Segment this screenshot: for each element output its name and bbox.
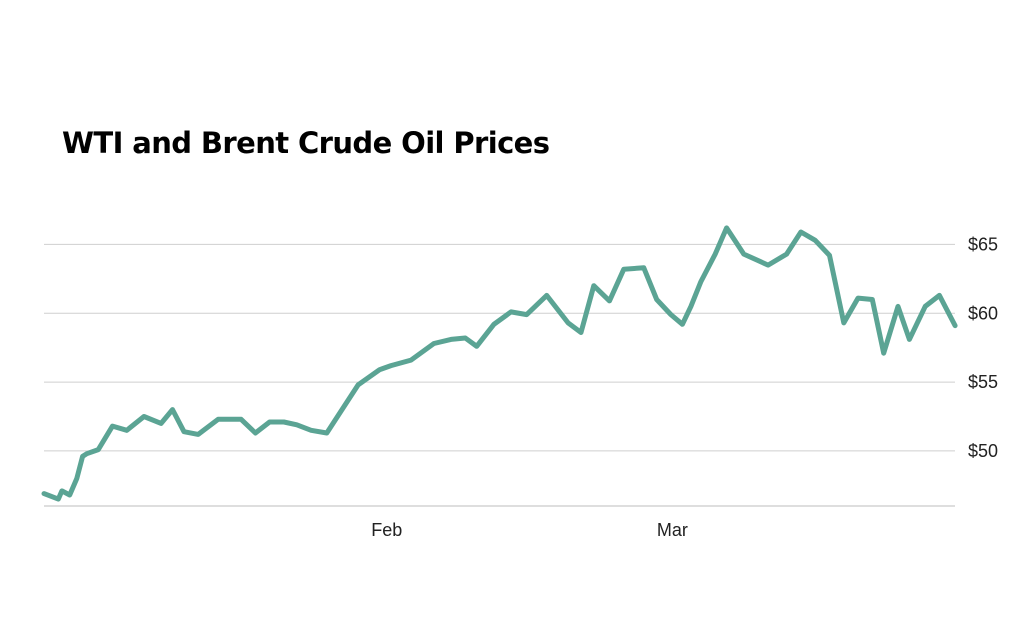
x-tick-label: Feb [371, 520, 402, 540]
y-tick-label: $60 [968, 303, 998, 323]
x-axis-tick-labels: Feb Mar [371, 520, 688, 540]
y-tick-label: $65 [968, 234, 998, 254]
x-tick-label: Mar [657, 520, 688, 540]
grid-lines [44, 243, 955, 452]
y-tick-label: $55 [968, 372, 998, 392]
y-tick-label: $50 [968, 441, 998, 461]
series-lines [41, 225, 958, 502]
chart-title: WTI and Brent Crude Oil Prices [62, 126, 550, 160]
y-axis-tick-labels: $50 $55 $60 $65 [968, 234, 998, 461]
series-line [41, 225, 958, 502]
